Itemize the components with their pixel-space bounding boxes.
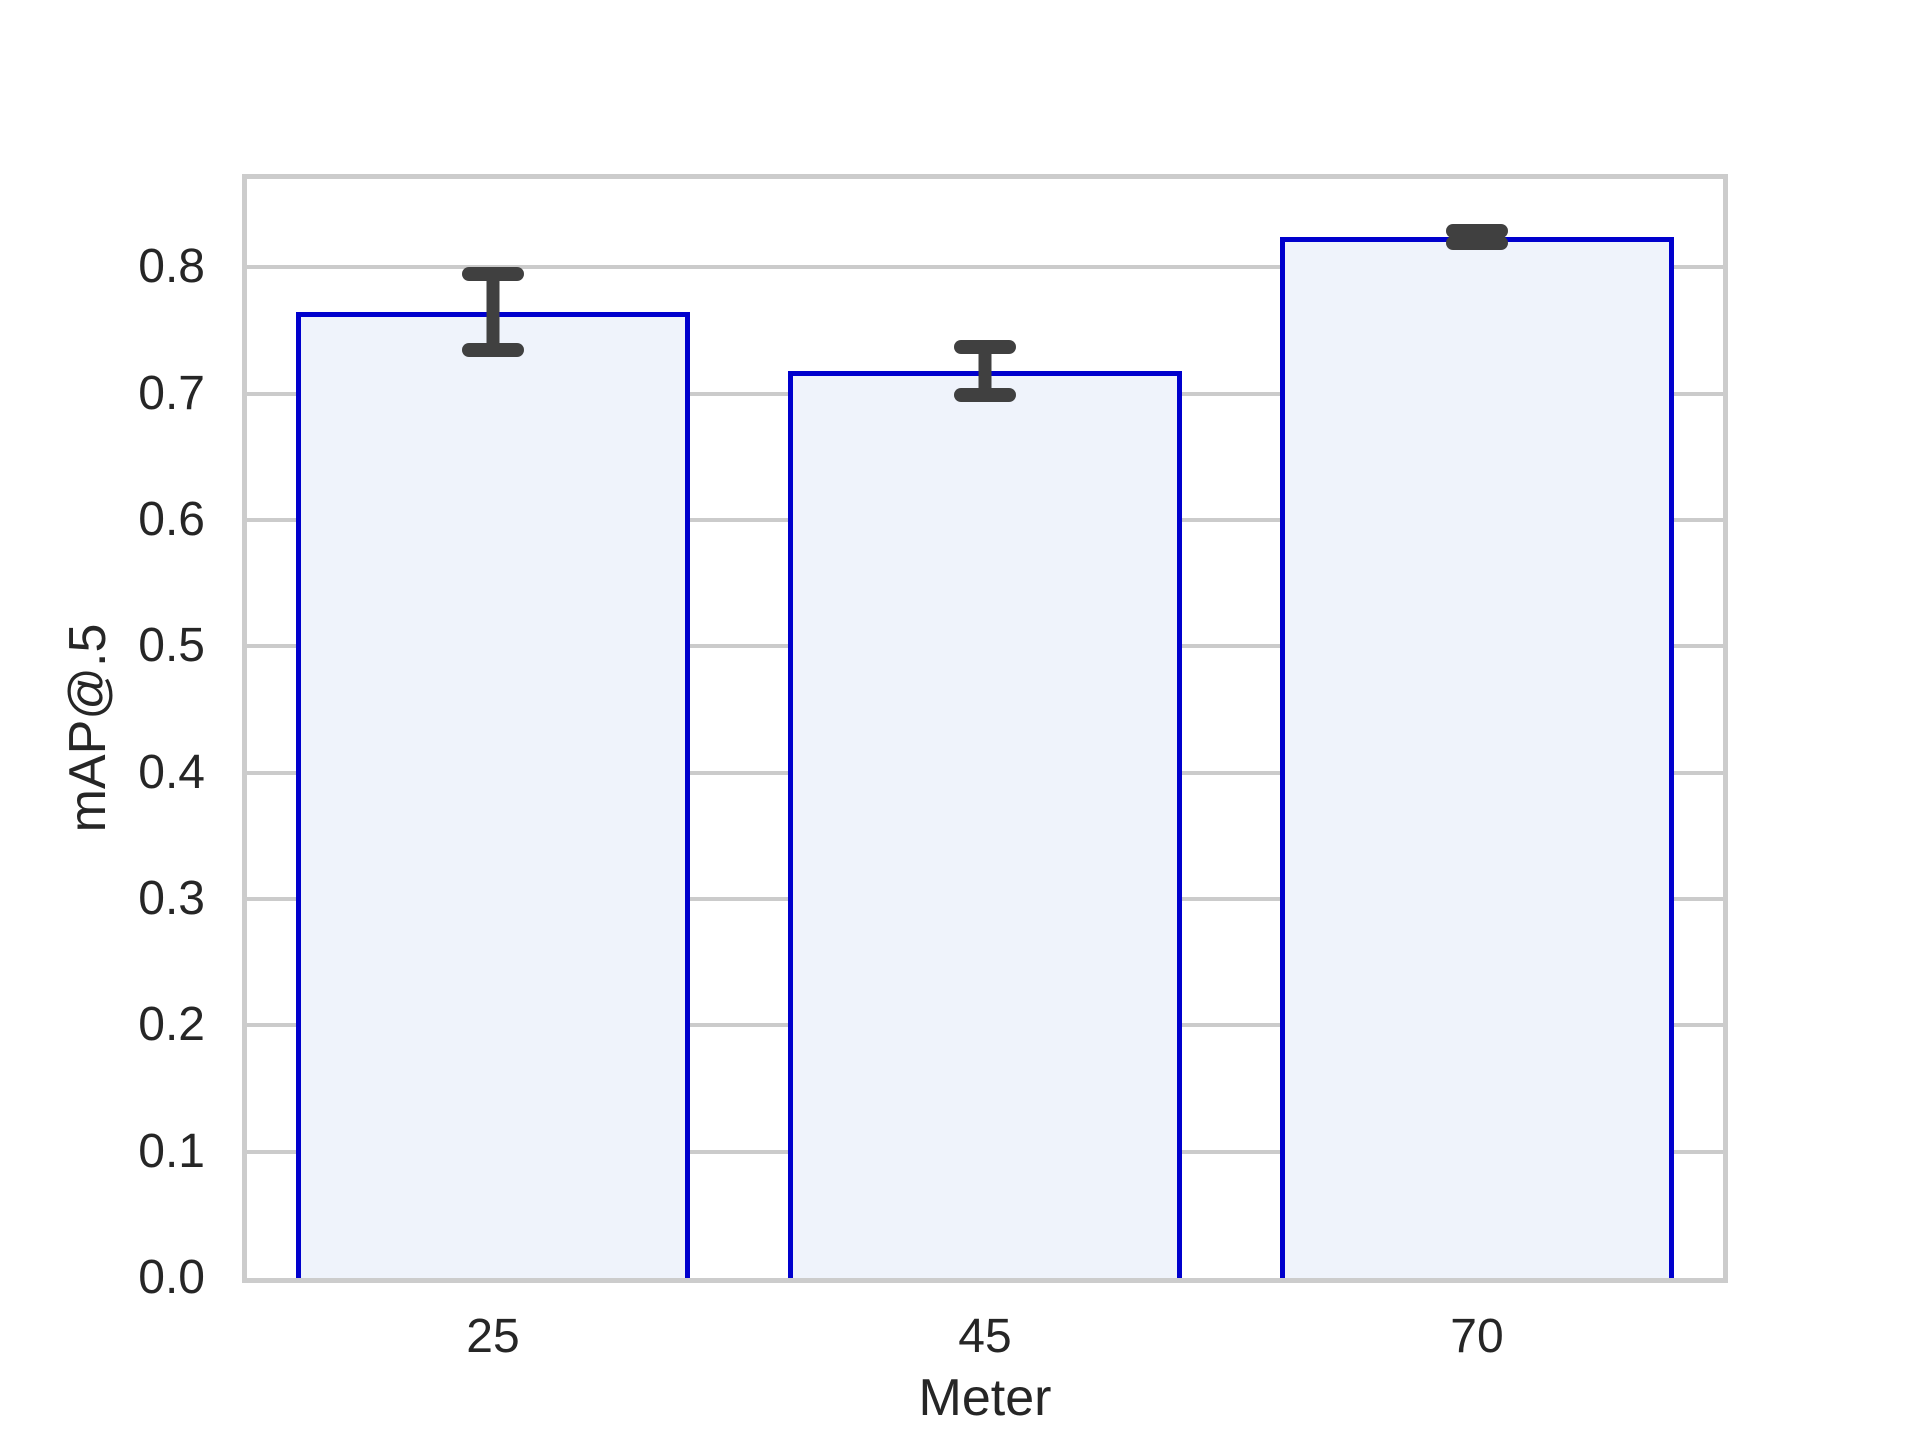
error-bar-cap-bottom <box>954 388 1016 403</box>
y-tick-labels: 0.0 0.1 0.2 0.3 0.4 0.5 0.6 0.7 0.8 <box>0 179 205 1302</box>
error-bar-cap-top <box>462 266 524 281</box>
y-tick-label: 0.6 <box>138 493 205 547</box>
error-bar-cap-bottom <box>1446 236 1508 251</box>
bar-70 <box>1280 237 1674 1278</box>
y-tick-label: 0.0 <box>138 1251 205 1304</box>
y-tick-label: 0.5 <box>138 619 205 673</box>
error-bar-line <box>486 273 500 350</box>
x-tick-label-70: 70 <box>1450 1310 1504 1363</box>
y-tick-label: 0.3 <box>138 872 205 926</box>
plot-area <box>242 174 1728 1283</box>
y-tick-label: 0.1 <box>138 1124 205 1178</box>
x-tick-label-25: 25 <box>466 1310 520 1363</box>
y-tick-label: 0.7 <box>138 366 205 420</box>
bar-25 <box>296 311 690 1278</box>
y-tick-label: 0.2 <box>138 998 205 1052</box>
x-tick-labels: 25 45 70 <box>247 1283 1723 1361</box>
error-bar-cap-top <box>1446 223 1508 238</box>
y-tick-label: 0.8 <box>138 240 205 294</box>
y-tick-label: 0.4 <box>138 745 205 799</box>
x-axis-label: Meter <box>918 1369 1052 1427</box>
bar-45 <box>788 371 1182 1278</box>
error-bar-line <box>978 347 992 396</box>
error-bar-cap-top <box>954 340 1016 355</box>
x-tick-label-45: 45 <box>958 1310 1012 1363</box>
error-bar-cap-bottom <box>462 342 524 357</box>
gridline <box>247 265 1723 270</box>
